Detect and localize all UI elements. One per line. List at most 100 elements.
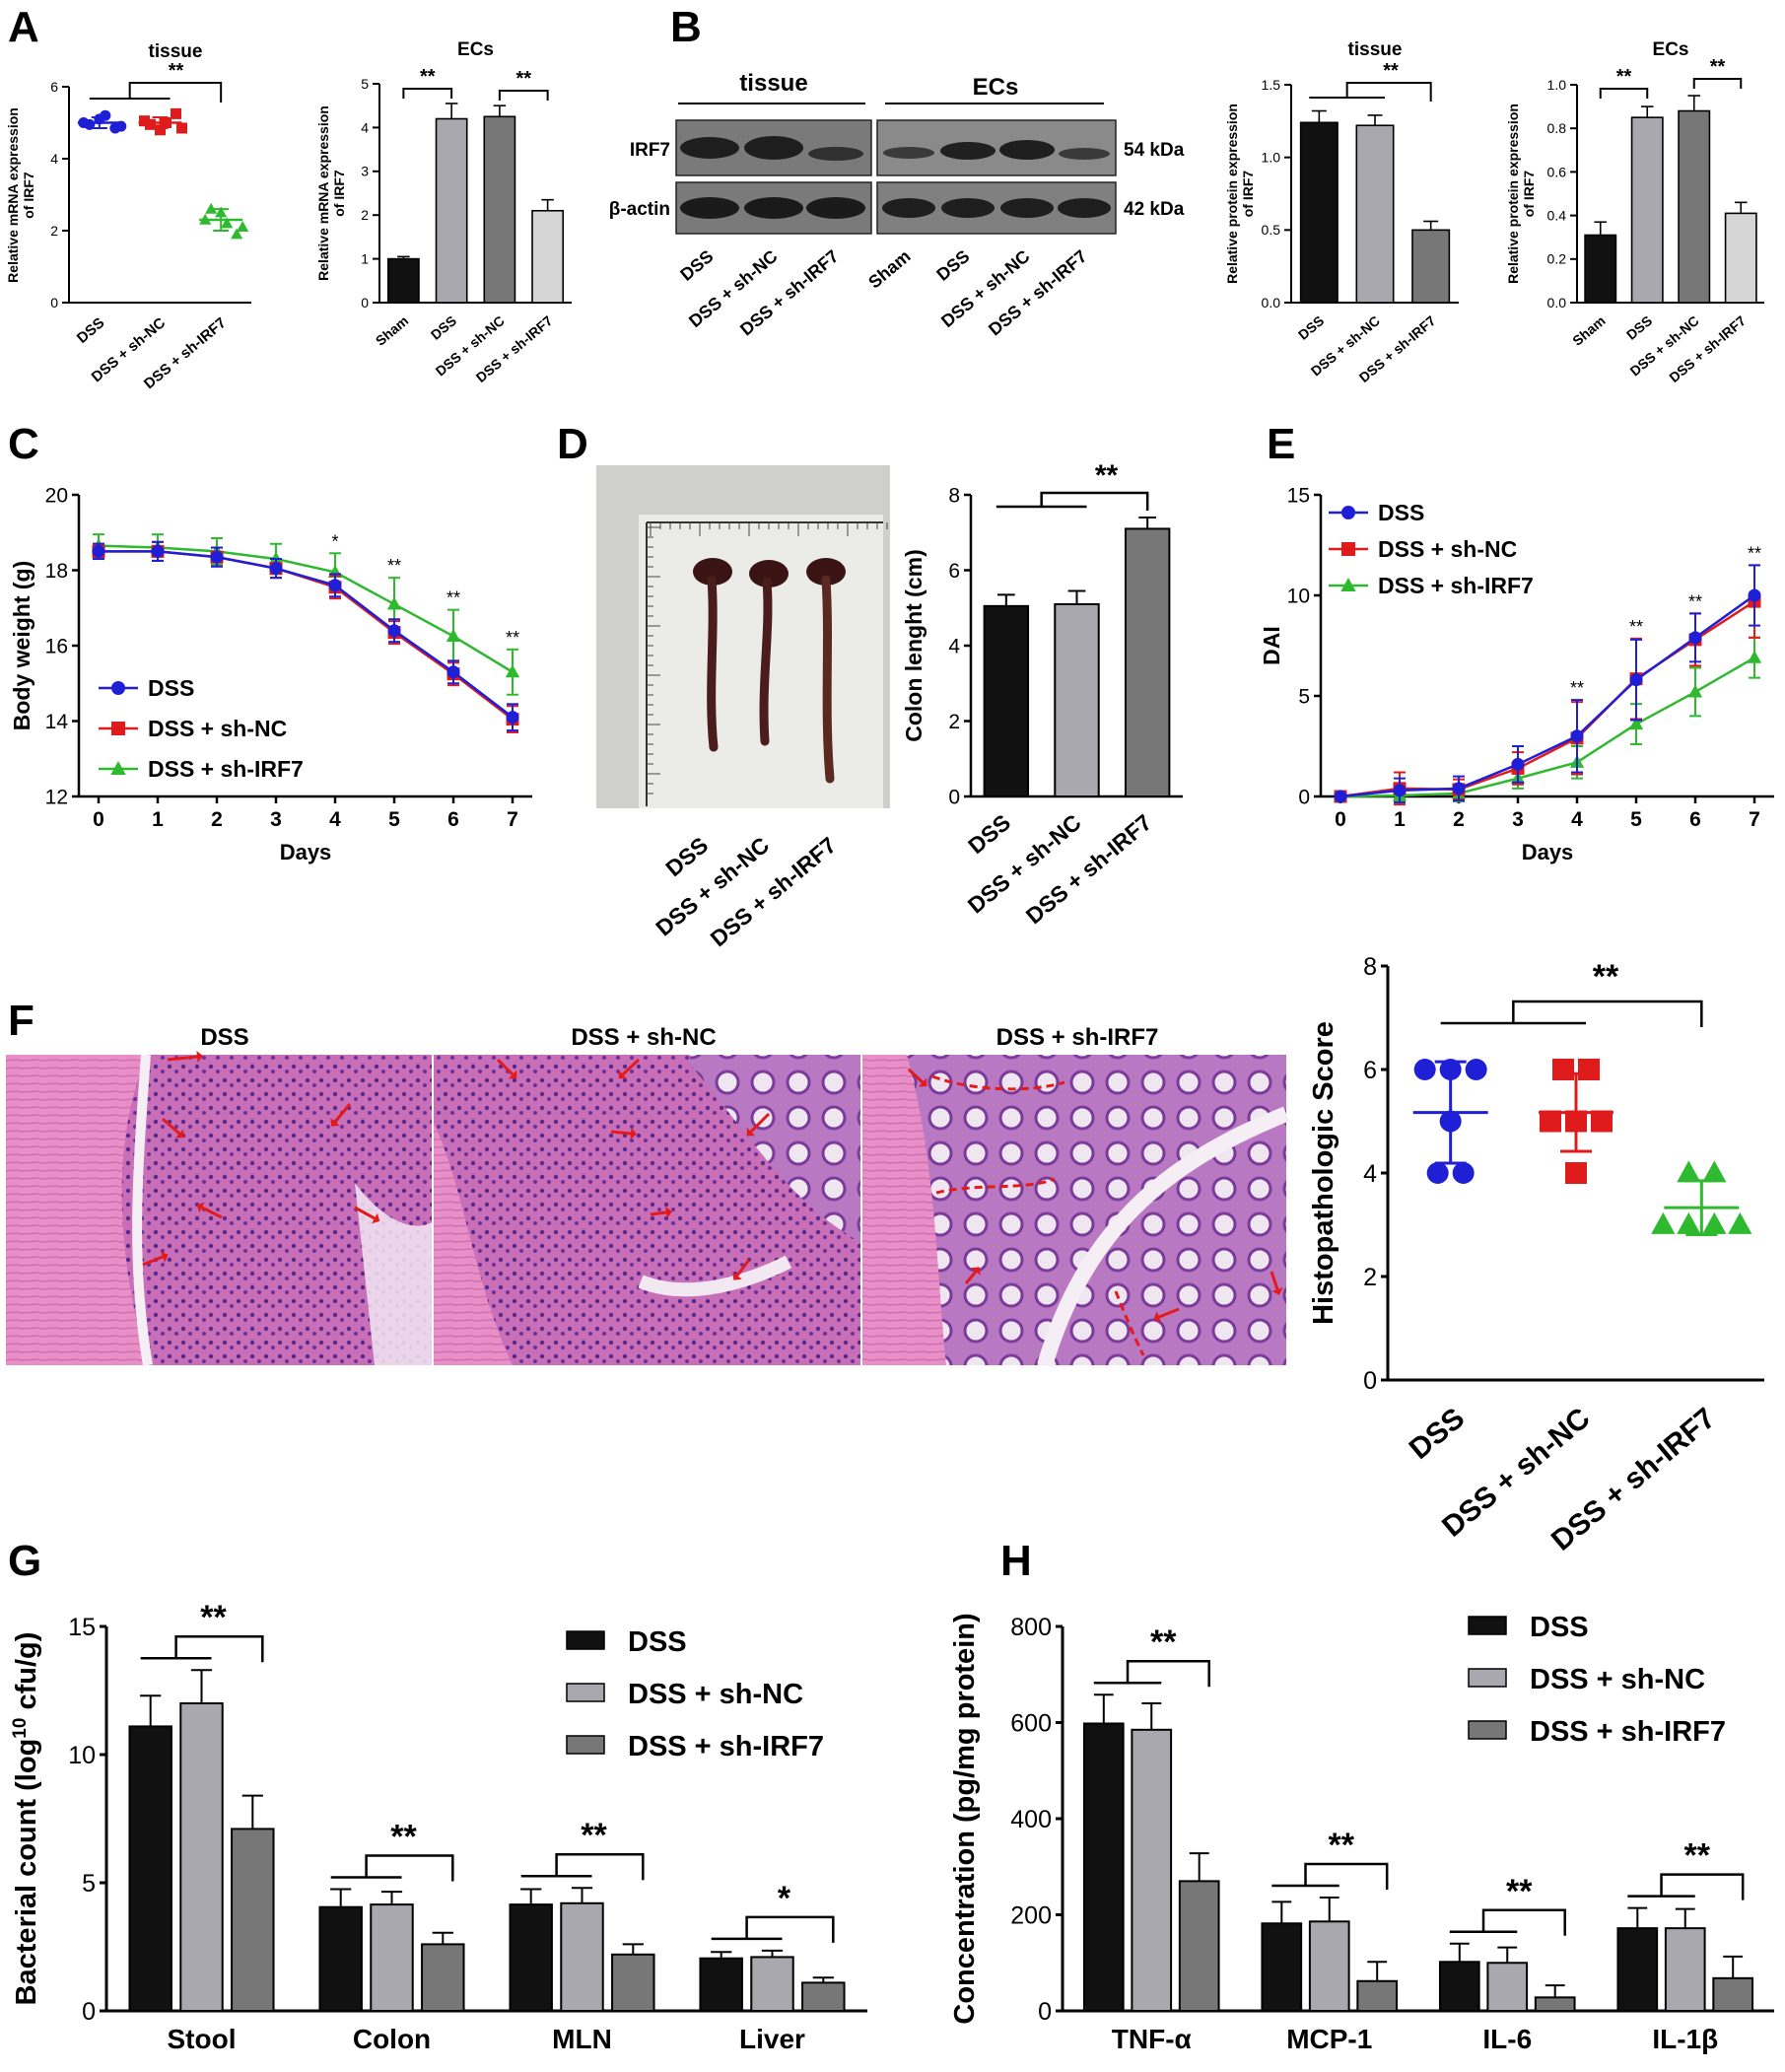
data-point [210,550,224,564]
y-tick-label: 200 [1010,1901,1052,1929]
arrow-shaft [964,1271,978,1284]
arrow-head [618,1070,628,1079]
series-line [99,550,514,719]
histo-image-shirf7 [862,1055,1289,1368]
x-tick-label: 2 [1453,808,1465,831]
significance-bracket [1304,1862,1389,1890]
y-tick-label: 4 [1363,1160,1377,1188]
data-point [446,628,461,642]
bar [1712,1976,1754,2012]
y-tick-label: 2 [361,207,369,223]
y-tick-label: 5 [1298,685,1310,708]
significance-bracket [1512,1000,1703,1027]
arrow-head [175,1129,184,1139]
chart-h-concentration: 0 200 400 600 800 TNF-α ** MCP-1 ** IL-6 ** IL-1β **… [949,1612,1774,2054]
data-point [387,624,401,638]
bar [1664,1927,1706,2013]
data-point [1393,784,1407,797]
legend-label: DSS + sh-NC [1378,536,1517,562]
legend-label: DSS + sh-IRF7 [1530,1716,1726,1748]
ruler-ticks [647,522,888,794]
significance-bracket [1040,491,1149,511]
data-point [1540,1110,1561,1133]
series-line [1339,656,1755,798]
y-tick-label: 800 [1010,1614,1052,1641]
blot-ecs-label: ECs [973,74,1019,101]
chart-title: tissue [149,41,203,62]
blot-band [680,197,739,219]
y-tick-label: 0 [1363,1367,1377,1395]
y-tick-label: 3 [361,164,369,179]
x-tick-label: 6 [1689,808,1701,831]
data-point [1677,1160,1701,1183]
data-point [100,109,111,121]
x-tick-label: DSS [1404,1402,1471,1466]
panel-letter-g: G [8,1537,41,1585]
y-tick-label: 1.0 [1547,77,1567,93]
histo-label-shirf7: DSS + sh-IRF7 [996,1024,1159,1051]
x-tick-label: DSS [676,246,717,285]
y-axis-label: of IRF7 [1240,171,1256,218]
panel-letter-d: D [557,420,588,468]
data-point [1728,1211,1752,1234]
y-axis-label: Colon lenght (cm) [901,549,927,741]
x-tick-label: DSS [963,809,1015,859]
significance-marker: ** [420,66,436,88]
arrow-head [971,1267,981,1276]
x-tick-label: Sham [1569,312,1608,349]
x-tick-label: MCP-1 [1286,2024,1372,2054]
data-point [1570,729,1584,743]
histo-label-shnc: DSS + sh-NC [571,1024,716,1051]
x-tick-label: IL-6 [1482,2024,1532,2054]
blot-band [808,147,863,161]
significance-marker: ** [581,1817,607,1854]
panel-letter-a: A [8,3,39,51]
x-tick-label: DSS [428,312,459,343]
bar [1724,212,1757,304]
arrow-shaft [907,1068,925,1084]
blot-band [882,198,935,218]
y-tick-label: 0 [50,295,58,311]
y-tick-label: 1.0 [1262,150,1281,166]
x-tick-label: Colon [353,2024,431,2054]
y-tick-label: 0.5 [1262,222,1281,238]
legend-label: DSS + sh-NC [148,716,287,741]
blot-band [744,136,803,160]
y-tick-label: 0 [948,786,960,808]
y-tick-label: 4 [948,635,960,657]
y-tick-label: 0.6 [1547,164,1567,179]
x-tick-label: 5 [1630,808,1642,831]
bar [1486,1962,1529,2012]
y-tick-label: 0.0 [1262,295,1281,311]
data-point [176,122,187,134]
chart-e-dai: 0 5 10 15 0 1 2 3 4 5 6 7 Days DAI ** ** ** ** DSS DSS + sh… [1259,484,1774,864]
y-tick-label: 16 [45,635,68,657]
arrow-head [732,1272,742,1280]
significance-marker: ** [1329,1827,1355,1864]
y-axis-label: Relative protein expression [1505,104,1521,284]
bar [370,1903,414,2012]
data-point [1340,577,1356,591]
data-point [1334,790,1347,803]
data-point [145,118,156,130]
x-tick-label: TNF-α [1112,2024,1192,2054]
y-tick-label: 0 [361,295,369,311]
data-point [1426,1162,1449,1184]
y-axis-label: of IRF7 [331,170,347,217]
legend-swatch [1468,1616,1507,1635]
y-tick-label: 12 [45,786,68,808]
arrow-head [196,1202,205,1213]
y-tick-label: 10 [1287,585,1310,607]
y-axis-label: Bacterial count (log10 cfu/g) [10,1632,43,2006]
x-tick-label: 0 [93,808,104,831]
arrow-shaft [650,1210,667,1216]
western-blot: tissue ECs IRF7 β-actin 54 kDa 42 kDa DS… [609,70,1185,339]
legend-swatch [1468,1720,1507,1740]
significance-marker: ** [1593,958,1619,996]
y-tick-label: 15 [68,1614,96,1641]
y-tick-label: 2 [50,223,58,239]
data-point [1452,1162,1475,1184]
